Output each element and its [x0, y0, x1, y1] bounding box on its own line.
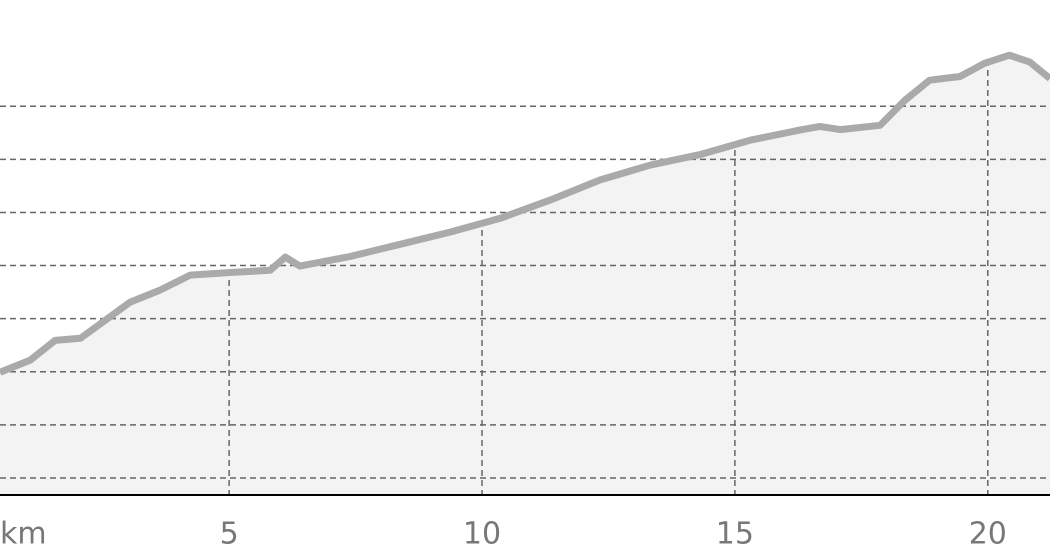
- elevation-line: [0, 51, 1050, 376]
- elevation-area: [0, 55, 1050, 495]
- x-tick-label: 15: [716, 517, 754, 552]
- x-tick-label: 20: [969, 517, 1007, 552]
- x-tick-label: 10: [463, 517, 501, 552]
- x-tick-label: 5: [220, 517, 239, 552]
- x-axis-label: km: [0, 517, 47, 552]
